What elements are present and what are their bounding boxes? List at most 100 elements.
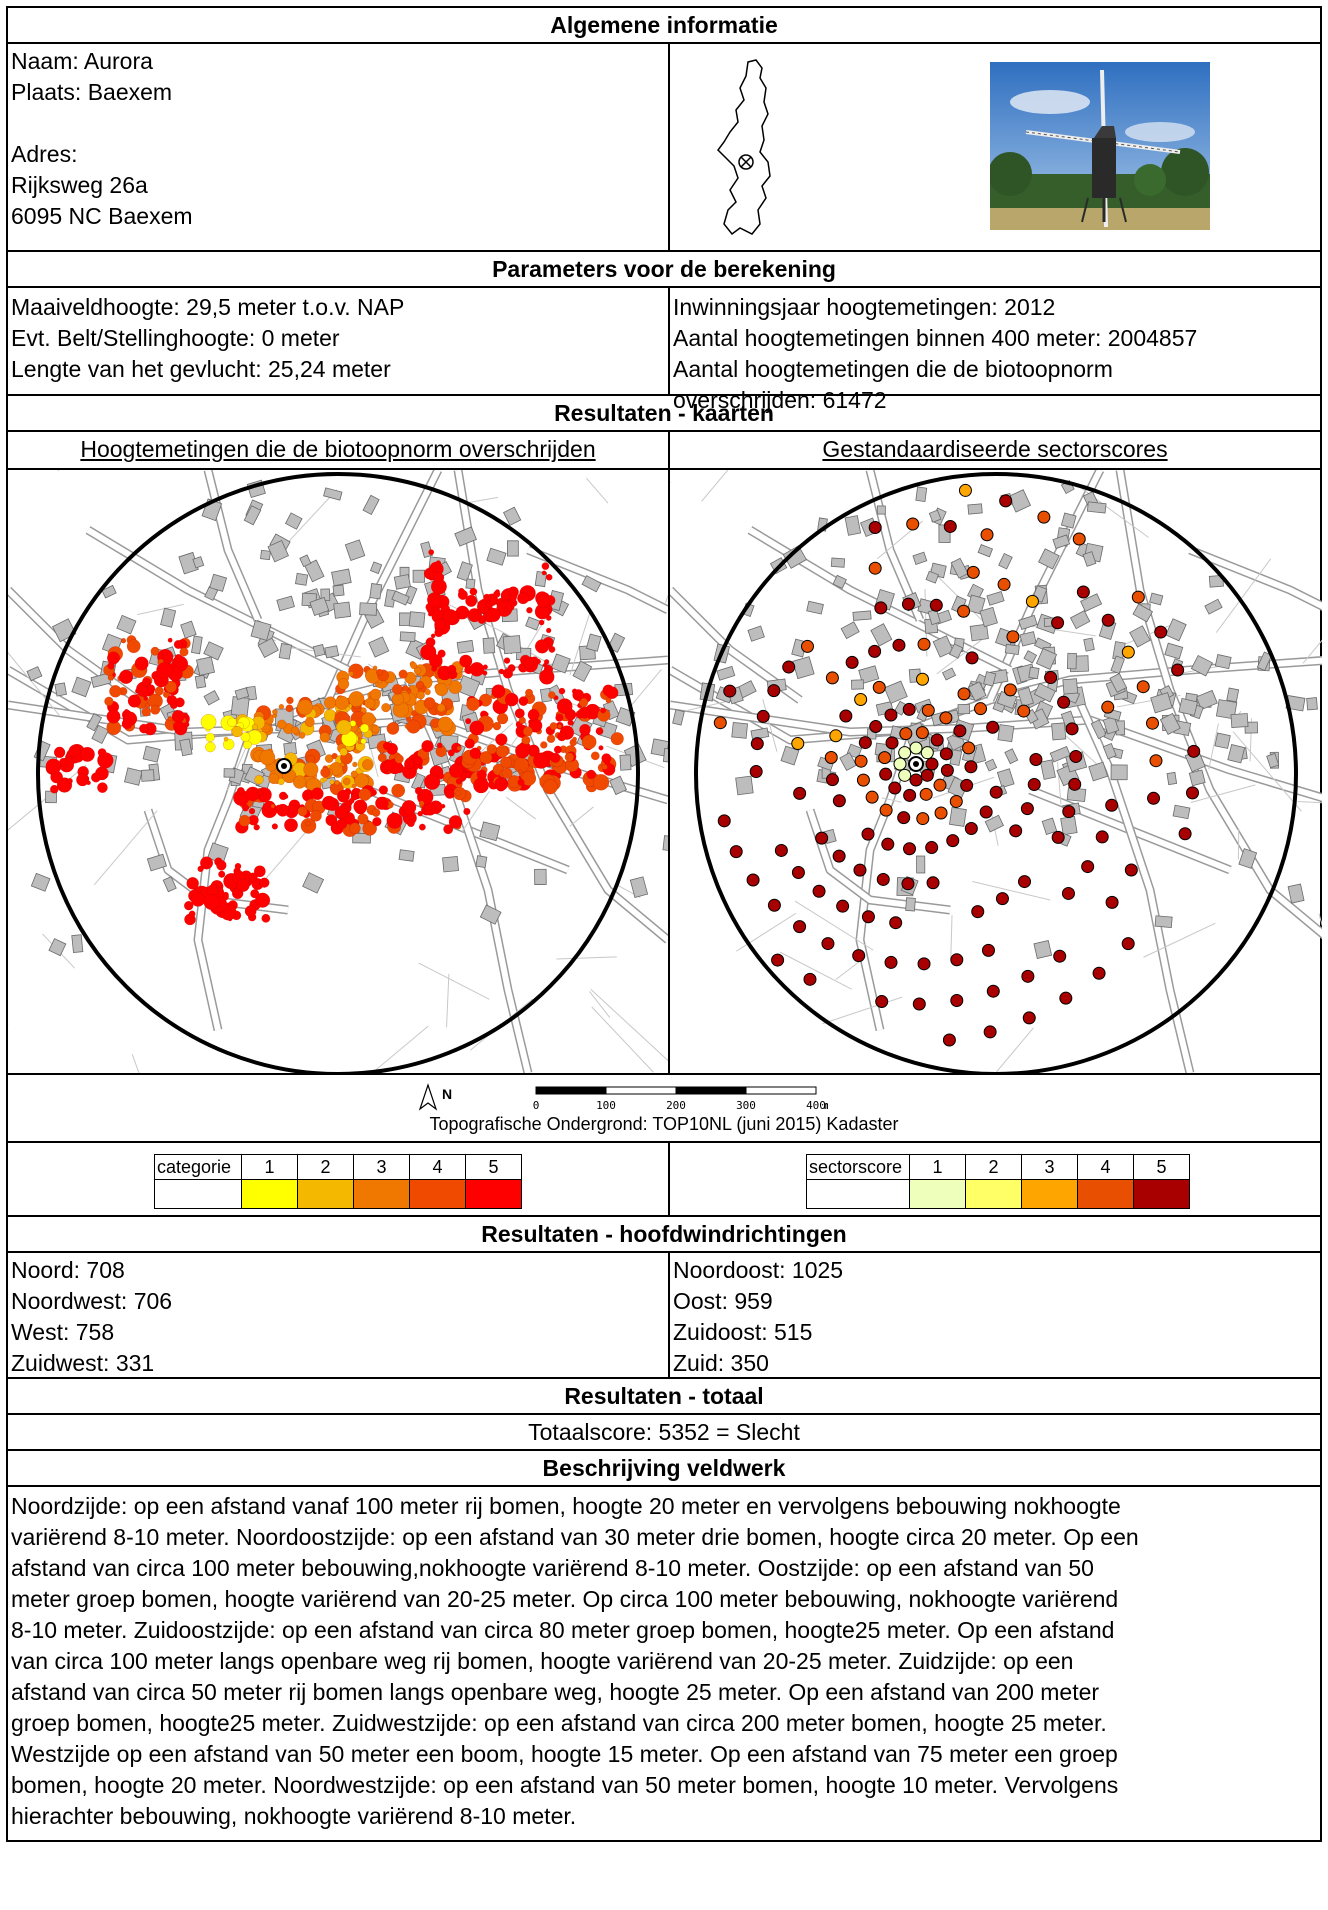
parcel-line (1057, 761, 1062, 805)
sectorscore-3-swatch (1022, 1180, 1077, 1208)
exceedance-point (296, 699, 313, 716)
sector-score-map[interactable] (670, 470, 1322, 1073)
exceedance-point (538, 619, 545, 626)
sector-score-point (1025, 594, 1039, 608)
exceedance-point (357, 813, 369, 825)
sector-score-point (1149, 754, 1163, 768)
sector-score-point (879, 803, 893, 817)
sector-score-point (717, 814, 731, 828)
building (479, 904, 502, 925)
building (454, 526, 477, 547)
exceedance-point (504, 692, 519, 707)
parcel-line (994, 1027, 1034, 1073)
exceedance-point (437, 772, 445, 780)
building (194, 674, 207, 689)
sector-score-point (980, 528, 994, 542)
exceedance-point (97, 748, 107, 757)
building (977, 544, 994, 558)
exceedance-point (272, 709, 278, 715)
building (180, 620, 197, 639)
road (526, 547, 668, 613)
road (670, 702, 1322, 801)
maps-row (8, 470, 1322, 1075)
building (747, 625, 765, 642)
exceedance-point (188, 910, 196, 918)
sector-score-point (965, 651, 979, 665)
building (162, 876, 177, 893)
sector-score-point (933, 778, 947, 792)
height-exceedance-map[interactable] (8, 470, 668, 1073)
building (1165, 618, 1187, 642)
province-outline-path (717, 59, 771, 236)
fieldwork-line: afstand van circa 100 meter bebouwing,no… (11, 1555, 1094, 1581)
sector-score-point (897, 811, 911, 825)
exceedance-point (79, 746, 95, 762)
building (969, 623, 989, 642)
sector-score-point (868, 520, 882, 534)
sector-score-point (915, 726, 929, 740)
building (550, 653, 571, 674)
building (352, 832, 371, 844)
exceedance-point (430, 633, 436, 639)
exceedance-point (270, 803, 276, 809)
address-label: Adres: (11, 141, 78, 167)
sector-score-point (1017, 704, 1031, 718)
exceedance-point (503, 607, 509, 613)
exceedance-point (605, 697, 612, 704)
building (369, 583, 383, 600)
exceedance-point (423, 697, 436, 709)
exceedance-point (406, 819, 415, 828)
building (260, 549, 271, 561)
building (581, 575, 602, 593)
sector-score-point (934, 806, 948, 820)
sector-score-point (1076, 585, 1090, 599)
building (191, 635, 203, 655)
road (1188, 547, 1322, 610)
sector-score-point (878, 751, 892, 765)
building (30, 872, 51, 892)
exceedance-point (372, 816, 382, 827)
building (54, 682, 67, 697)
sectorscore-5-swatch (1134, 1180, 1189, 1208)
sector-score-point (966, 565, 980, 579)
sector-score-point (713, 716, 727, 730)
building (257, 637, 279, 658)
exceedance-point (491, 684, 506, 699)
place-text: Plaats: Baexem (11, 79, 173, 105)
parcel-line (701, 470, 729, 502)
building (572, 660, 593, 683)
exceedance-point (526, 607, 533, 614)
exceedance-point (277, 719, 287, 730)
exceedance-point (548, 645, 556, 653)
building (1040, 759, 1056, 780)
map-titles-row: Hoogtemetingen die de biotoopnorm oversc… (8, 432, 1320, 470)
building (1150, 692, 1173, 714)
exceedance-point (331, 752, 338, 760)
exceedance-point (97, 782, 108, 793)
road (857, 739, 913, 1031)
sectorscore-legend: sectorscore 1 2 3 4 5 (806, 1154, 1190, 1209)
parcel-line (779, 951, 852, 990)
exceedance-point (418, 764, 423, 770)
sector-score-point (1105, 895, 1119, 909)
sector-score-point (1051, 830, 1065, 844)
wind-right: Noordoost: 1025 Oost: 959 Zuidoost: 515 … (670, 1253, 1320, 1377)
exceedance-point (351, 783, 357, 789)
exceedance-point (240, 732, 251, 742)
building (1306, 697, 1318, 711)
building (412, 569, 425, 583)
sector-score-point (929, 598, 943, 612)
exceedance-point (371, 808, 381, 818)
sector-score-point (888, 781, 902, 795)
parcel-line (1297, 801, 1322, 804)
building (294, 572, 309, 586)
exceedance-point (444, 789, 455, 799)
building (203, 641, 224, 661)
exceedance-point (376, 668, 383, 676)
building (1256, 651, 1273, 672)
sector-score-point (926, 876, 940, 890)
building (832, 574, 847, 589)
sector-score-point (832, 849, 846, 863)
exceedance-point (263, 800, 276, 813)
building (312, 644, 326, 657)
